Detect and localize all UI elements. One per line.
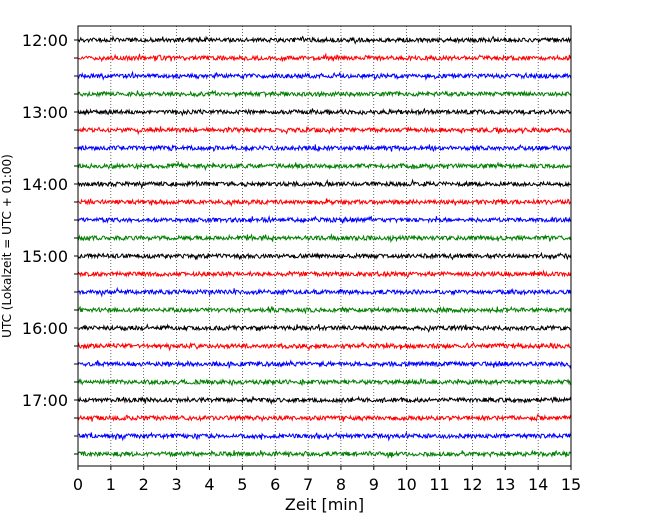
- y-axis-label: UTC (Lokalzeit = UTC + 01:00): [0, 154, 14, 338]
- trace-1730: [77, 431, 572, 442]
- plot-frame: [77, 25, 572, 467]
- trace-1430: [77, 214, 572, 224]
- y-tick-label: 13:00: [22, 103, 68, 122]
- x-tick-label: 10: [396, 475, 416, 494]
- trace-1545: [77, 305, 572, 315]
- x-tick-label: 9: [369, 475, 379, 494]
- y-tick-label: 15:00: [22, 247, 68, 266]
- trace-1715: [77, 413, 572, 423]
- y-tick-label: 12:00: [22, 31, 68, 50]
- x-tick-label: 6: [270, 475, 280, 494]
- trace-1615: [77, 341, 572, 352]
- trace-1515: [77, 269, 572, 279]
- trace-1215: [77, 52, 572, 63]
- x-tick-label: 0: [73, 475, 83, 494]
- y-tick-label: 16:00: [22, 319, 68, 338]
- x-tick-label: 14: [528, 475, 548, 494]
- x-axis-ticks: 0 1 2 3 4 5 6 7 8 9 10 11 12 13 14 15: [73, 466, 581, 494]
- trace-1630: [77, 359, 572, 370]
- x-tick-label: 4: [204, 475, 214, 494]
- trace-1230: [77, 70, 572, 81]
- vertical-grid: [110, 26, 539, 466]
- trace-1600: [77, 323, 571, 333]
- trace-1745: [77, 449, 572, 459]
- trace-1530: [77, 286, 572, 298]
- y-tick-label: 14:00: [22, 175, 68, 194]
- x-tick-label: 8: [336, 475, 346, 494]
- x-axis-label: Zeit [min]: [285, 495, 364, 514]
- trace-1700: [77, 395, 572, 405]
- traces: [77, 35, 572, 459]
- y-axis-ticks: 12:00 13:00 14:00 15:00 16:00 17:00: [22, 31, 78, 455]
- y-tick-label: 17:00: [22, 391, 68, 410]
- trace-1200: [77, 35, 572, 45]
- trace-1315: [77, 126, 572, 136]
- x-tick-label: 7: [303, 475, 313, 494]
- trace-1645: [77, 378, 572, 387]
- x-tick-label: 1: [106, 475, 116, 494]
- x-tick-label: 15: [561, 475, 581, 494]
- trace-1400: [77, 178, 572, 190]
- trace-1300: [77, 107, 572, 117]
- x-tick-label: 13: [495, 475, 515, 494]
- x-tick-label: 11: [429, 475, 449, 494]
- trace-1330: [77, 143, 572, 153]
- trace-1500: [77, 251, 572, 261]
- trace-1245: [77, 89, 572, 99]
- x-tick-label: 12: [462, 475, 482, 494]
- trace-1415: [77, 198, 572, 207]
- trace-1445: [77, 233, 572, 244]
- x-tick-label: 2: [139, 475, 149, 494]
- x-tick-label: 5: [237, 475, 247, 494]
- trace-1345: [77, 160, 571, 172]
- x-tick-label: 3: [172, 475, 182, 494]
